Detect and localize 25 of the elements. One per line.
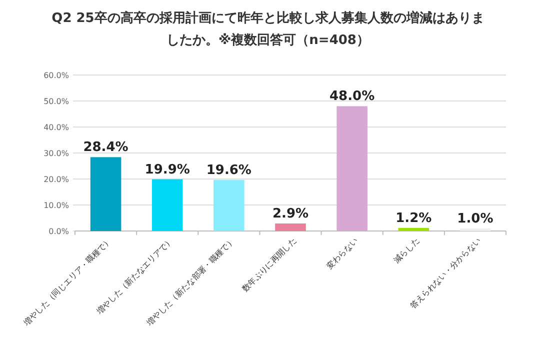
bar [275,223,306,231]
x-tick-label: 数年ぶりに再開した [240,236,298,294]
data-label: 2.9% [272,206,309,222]
y-tick-label: 50.0% [44,96,70,106]
y-tick-label: 60.0% [44,70,70,80]
data-label: 19.9% [144,162,190,178]
bar [214,180,244,231]
bar [336,106,368,231]
data-label: 1.2% [396,210,432,226]
x-tick-label: 変わらない [324,236,360,271]
bar [460,228,491,231]
x-tick-label: 減らした [392,236,422,266]
data-label: 28.4% [83,140,128,156]
y-tick-label: 40.0% [44,122,70,132]
y-tick-label: 10.0% [44,200,70,210]
y-tick-label: 30.0% [44,148,70,158]
y-tick-label: 0.0% [48,226,70,236]
bar [398,228,430,231]
data-label: 48.0% [330,89,375,104]
data-label: 1.0% [457,211,494,226]
chart-title: Q2 25卒の高卒の採用計画にて昨年と比較し求人募集人数の増減はありましたか。※複数回答可（n=408） [52,10,484,48]
bar [152,179,183,231]
data-label: 19.6% [206,163,252,178]
y-tick-label: 20.0% [44,174,70,184]
bar [90,157,122,231]
